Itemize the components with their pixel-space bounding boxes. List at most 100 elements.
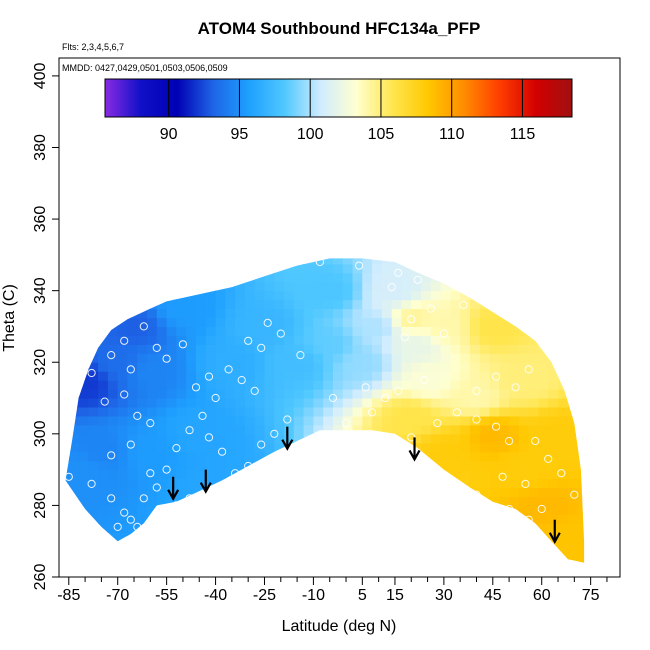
field-cell: [137, 317, 148, 327]
field-cell: [215, 353, 226, 363]
field-cell: [205, 258, 217, 265]
field-cell: [205, 550, 217, 560]
field-cell: [489, 362, 500, 372]
field-cell: [117, 469, 129, 480]
sample-point: [521, 479, 530, 488]
colorbar-tick-label: 110: [439, 126, 465, 143]
field-cell: [577, 541, 585, 551]
field-cell: [206, 568, 216, 578]
field-cell: [215, 380, 226, 390]
field-cell: [401, 478, 412, 489]
field-cell: [274, 514, 285, 524]
field-cell: [430, 407, 442, 417]
field-cell: [509, 299, 520, 310]
field-cell: [147, 353, 158, 363]
field-cell: [558, 246, 568, 256]
field-cell: [411, 550, 422, 560]
field-cell: [274, 523, 285, 533]
field-cell: [293, 550, 305, 560]
field-cell: [313, 308, 324, 319]
field-cell: [499, 478, 510, 489]
field-cell: [313, 263, 324, 274]
field-cell: [244, 326, 256, 336]
field-cell: [274, 389, 285, 399]
field-cell: [65, 317, 70, 327]
field-cell: [430, 317, 442, 327]
field-cell: [567, 281, 579, 292]
field-cell: [284, 398, 295, 408]
field-cell: [107, 258, 119, 265]
field-cell: [499, 550, 510, 560]
field-cell: [147, 308, 158, 319]
sample-point: [107, 494, 116, 503]
field-cell: [528, 263, 540, 274]
sample-point: [172, 501, 181, 510]
field-cell: [450, 326, 461, 336]
field-cell: [421, 335, 432, 345]
field-cell: [225, 353, 236, 363]
field-cell: [440, 344, 451, 354]
field-cell: [274, 308, 285, 319]
field-cell: [88, 541, 99, 551]
field-cell: [147, 424, 158, 435]
field-cell: [215, 496, 226, 506]
field-cell: [107, 541, 119, 551]
field-cell: [528, 353, 540, 363]
field-cell: [264, 532, 275, 542]
field-cell: [529, 246, 539, 256]
field-cell: [499, 433, 510, 444]
field-cell: [147, 299, 158, 310]
field-cell: [391, 258, 403, 265]
field-cell: [460, 272, 471, 283]
field-cell: [538, 532, 549, 542]
field-cell: [430, 550, 442, 560]
field-cell: [215, 344, 226, 354]
field-cell: [421, 398, 432, 408]
field-cell: [372, 290, 383, 301]
field-cell: [460, 541, 471, 551]
field-cell: [333, 335, 344, 345]
field-cell: [460, 559, 471, 563]
field-cell: [284, 478, 295, 489]
field-cell: [343, 568, 353, 578]
field-cell: [215, 559, 226, 563]
field-cell: [352, 532, 363, 542]
field-cell: [567, 514, 579, 524]
field-cell: [88, 505, 99, 515]
field-cell: [538, 460, 549, 471]
field-cell: [284, 258, 295, 265]
field-cell: [342, 353, 354, 363]
field-cell: [205, 317, 217, 327]
x-tick-label: -40: [204, 587, 227, 604]
field-cell: [107, 344, 119, 354]
field-cell: [509, 424, 520, 435]
field-cell: [470, 317, 481, 327]
field-cell: [323, 433, 334, 444]
field-cell: [78, 308, 89, 319]
field-cell: [156, 389, 168, 399]
field-cell: [587, 479, 597, 489]
field-cell: [78, 469, 89, 480]
flight-arrow: [408, 437, 421, 462]
field-cell: [88, 559, 99, 563]
field-cell: [548, 496, 559, 506]
field-cell: [391, 559, 403, 563]
field-cell: [450, 380, 461, 390]
field-cell: [509, 371, 520, 381]
field-cell: [107, 281, 119, 292]
field-cell: [264, 335, 275, 345]
field-cell: [538, 362, 549, 372]
field-cell: [489, 263, 500, 274]
field-cell: [166, 523, 177, 533]
field-cell: [381, 308, 393, 319]
field-cell: [381, 514, 393, 524]
sample-point: [257, 440, 266, 449]
field-cell: [284, 487, 295, 497]
field-cell: [117, 299, 129, 310]
field-cell: [205, 353, 217, 363]
sample-point: [492, 372, 501, 381]
field-cell: [244, 415, 256, 426]
field-cell: [362, 353, 373, 363]
field-cell: [430, 362, 442, 372]
field-cell: [88, 335, 99, 345]
